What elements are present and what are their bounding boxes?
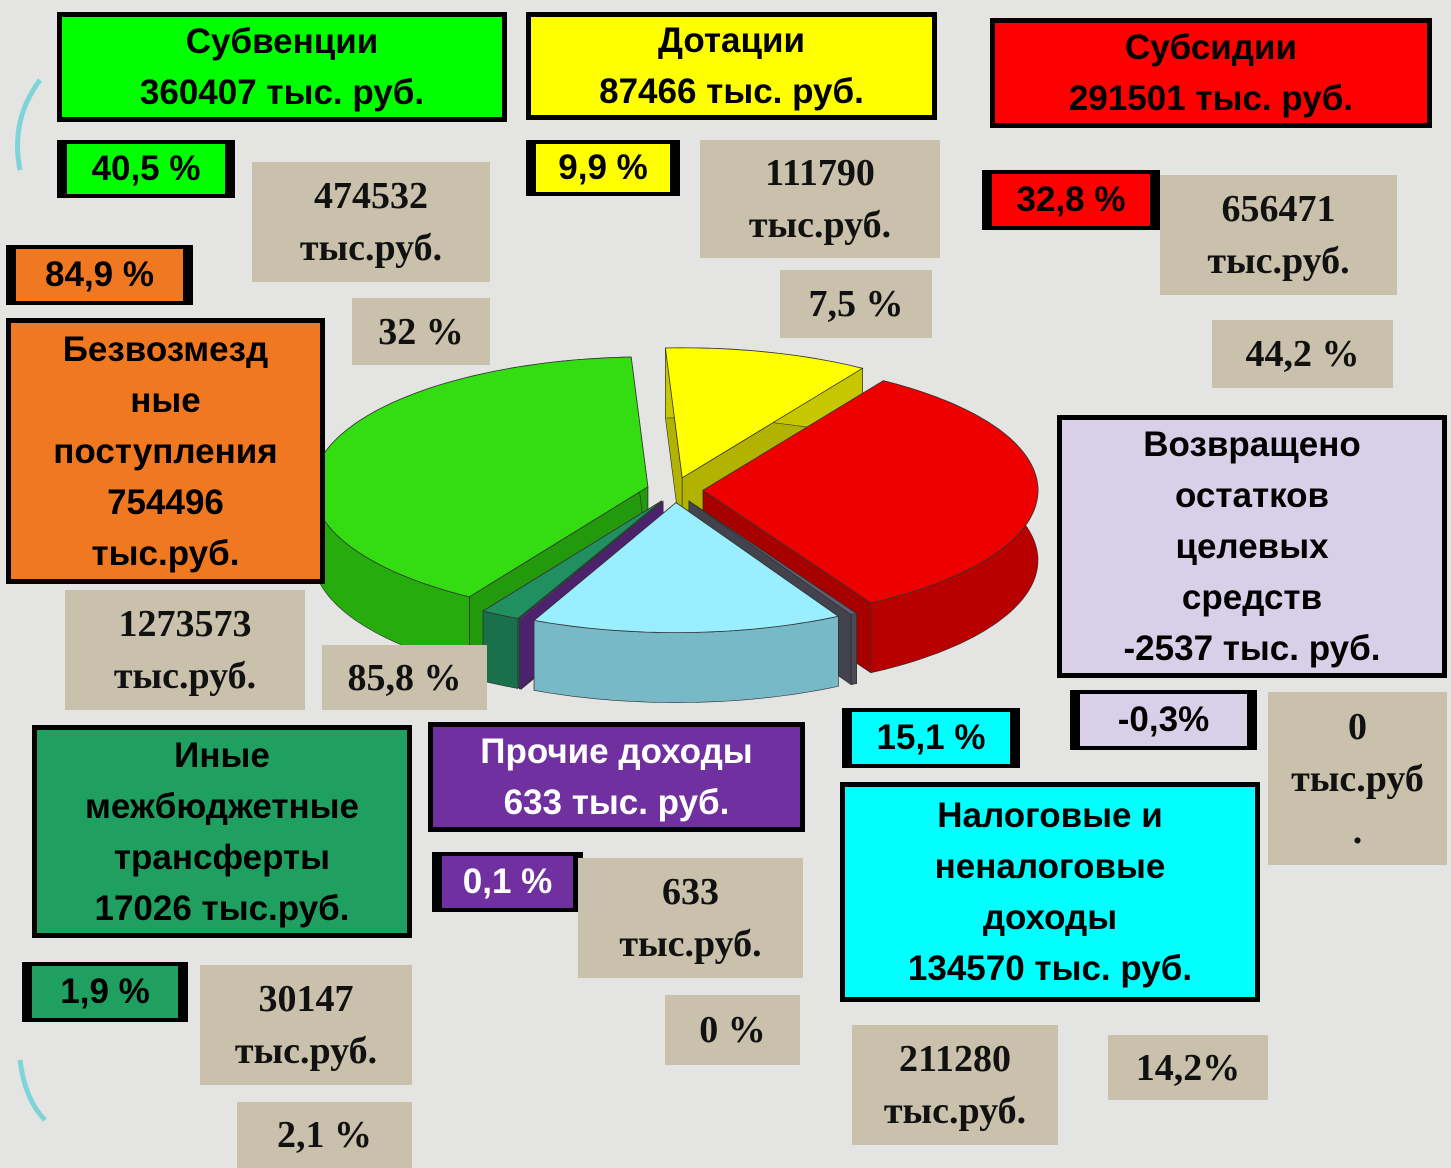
label: Налоговые и неналоговые доходы xyxy=(934,796,1166,937)
total-prev-share-box: 85,8 % xyxy=(322,645,487,710)
item-title-box: Прочие доходы 633 тыс. руб. xyxy=(428,722,805,832)
item-title-box: Возвращено остатков целевых средств -2537… xyxy=(1057,415,1447,678)
share-box: 9,9 % xyxy=(526,140,680,196)
item-title-box: Дотации 87466 тыс. руб. xyxy=(526,12,937,120)
prev-amount-box: 633 тыс.руб. xyxy=(578,858,803,978)
label: Безвозмезд ные поступления xyxy=(53,329,278,471)
label: 1273573 тыс.руб. xyxy=(113,603,257,697)
share-box: 1,9 % xyxy=(22,962,188,1022)
label: 360407 тыс. руб. xyxy=(139,73,425,112)
label: Иные межбюджетные трансферты xyxy=(85,735,359,877)
label: Субвенции xyxy=(185,22,379,61)
decor-arc xyxy=(17,1059,47,1122)
label: 754496 тыс.руб. xyxy=(91,482,240,573)
slice-top xyxy=(702,380,1039,604)
label: 85,8 % xyxy=(347,656,462,699)
label: 291501 тыс. руб. xyxy=(1068,79,1354,118)
item-title-box: Иные межбюджетные трансферты 17026 тыс.ру… xyxy=(32,725,412,938)
total-prev-amount-box: 1273573 тыс.руб. xyxy=(65,590,305,710)
label: Прочие доходы xyxy=(480,732,753,771)
label: 40,5 % xyxy=(91,149,201,188)
label: 633 тыс.руб. xyxy=(619,871,762,965)
label: 84,9 % xyxy=(45,255,154,294)
label: 32 % xyxy=(378,310,464,353)
label: 2,1 % xyxy=(277,1114,372,1156)
label: 44,2 % xyxy=(1245,333,1360,375)
pie-slice xyxy=(533,501,840,703)
slice-side-shade xyxy=(519,618,522,690)
prev-share-box: 0 % xyxy=(665,995,800,1065)
label: Возвращено остатков целевых средств xyxy=(1143,425,1361,617)
slice-side-shade xyxy=(534,616,839,703)
share-box: 0,1 % xyxy=(432,852,583,912)
prev-share-box: 44,2 % xyxy=(1212,320,1393,388)
label: 111790 тыс.руб. xyxy=(748,152,892,246)
slice-top xyxy=(481,500,662,619)
total-title-box: Безвозмезд ные поступления 754496 тыс.руб… xyxy=(6,318,325,584)
prev-amount-box: 656471 тыс.руб. xyxy=(1160,175,1397,295)
total-share-box: 84,9 % xyxy=(6,245,193,305)
share-box: 15,1 % xyxy=(842,708,1020,768)
label: 134570 тыс. руб. xyxy=(907,949,1193,988)
prev-amount-box: 111790 тыс.руб. xyxy=(700,140,940,258)
item-title-box: Налоговые и неналоговые доходы 134570 тыс… xyxy=(840,782,1260,1002)
label: 9,9 % xyxy=(558,148,648,187)
prev-amount-box: 0 тыс.руб . xyxy=(1268,692,1447,865)
item-title-box: Субвенции 360407 тыс. руб. xyxy=(57,12,507,122)
label: Дотации xyxy=(657,21,806,60)
label: 0 % xyxy=(699,1009,766,1051)
slice-top xyxy=(688,500,858,616)
label: 0 тыс.руб . xyxy=(1291,705,1424,852)
decor-arc xyxy=(15,78,43,171)
slice-top xyxy=(664,347,864,479)
label: 211280 тыс.руб. xyxy=(883,1038,1027,1132)
label: 15,1 % xyxy=(876,718,986,757)
label: 17026 тыс.руб. xyxy=(94,888,350,928)
item-title-box: Субсидии 291501 тыс. руб. xyxy=(990,18,1432,128)
label: 7,5 % xyxy=(808,283,904,325)
prev-amount-box: 474532 тыс.руб. xyxy=(252,162,490,282)
share-box: -0,3% xyxy=(1070,690,1257,750)
share-box: 40,5 % xyxy=(57,140,235,198)
label: 656471 тыс.руб. xyxy=(1207,188,1350,282)
label: 87466 тыс. руб. xyxy=(599,72,864,111)
slice-top xyxy=(533,502,840,633)
label: Субсидии xyxy=(1124,28,1298,67)
prev-share-box: 7,5 % xyxy=(780,270,932,338)
label: 633 тыс. руб. xyxy=(503,783,730,822)
label: 14,2% xyxy=(1135,1046,1241,1089)
prev-share-box: 32 % xyxy=(352,298,490,365)
prev-amount-box: 30147 тыс.руб. xyxy=(200,965,412,1085)
label: 474532 тыс.руб. xyxy=(299,175,443,269)
label: -2537 тыс. руб. xyxy=(1123,629,1381,668)
slice-side-shade xyxy=(483,611,518,689)
slice-top xyxy=(518,501,664,620)
label: 30147 тыс.руб. xyxy=(234,978,378,1072)
label: -0,3% xyxy=(1117,700,1210,739)
share-box: 32,8 % xyxy=(982,170,1160,230)
prev-share-box: 2,1 % xyxy=(237,1102,412,1168)
prev-amount-box: 211280 тыс.руб. xyxy=(852,1025,1058,1145)
label: 0,1 % xyxy=(462,862,553,901)
label: 1,9 % xyxy=(60,972,150,1011)
prev-share-box: 14,2% xyxy=(1108,1035,1268,1100)
label: 32,8 % xyxy=(1016,180,1126,219)
slice-side-shade xyxy=(851,613,857,685)
